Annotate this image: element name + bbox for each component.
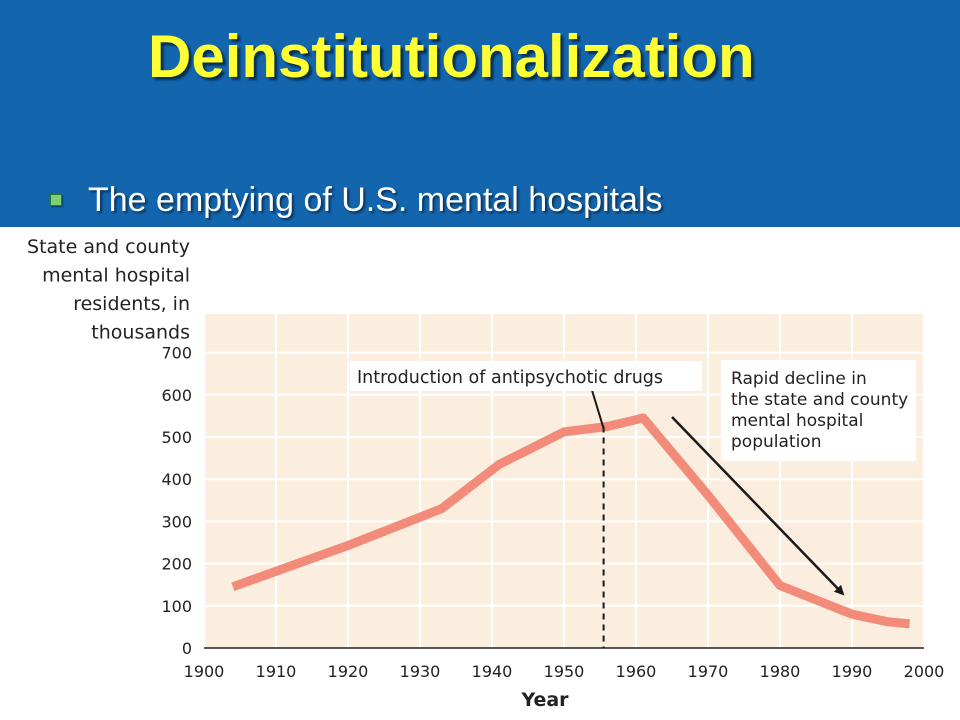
x-tick-label: 1980: [760, 662, 801, 681]
slide-header: Deinstitutionalization The emptying of U…: [0, 0, 960, 227]
data-point: [440, 507, 444, 511]
data-point: [605, 424, 609, 428]
x-tick-label: 1900: [184, 662, 225, 681]
x-tick-label: 1950: [544, 662, 585, 681]
data-point: [908, 622, 912, 626]
x-tick-label: 1960: [616, 662, 657, 681]
data-point: [886, 620, 890, 624]
decline-label-box: [721, 360, 916, 461]
x-tick-label: 1920: [328, 662, 369, 681]
data-point: [346, 543, 350, 547]
drug-intro-label-bg: [350, 361, 702, 391]
y-tick-label: 600: [161, 386, 192, 405]
slide-title: Deinstitutionalization: [148, 23, 755, 90]
data-point: [706, 493, 710, 497]
x-tick-label: 1970: [688, 662, 729, 681]
decline-label-line: Rapid decline in: [731, 369, 867, 389]
data-point: [231, 585, 235, 589]
square-bullet-icon: [50, 194, 62, 206]
bullet-item: The emptying of U.S. mental hospitals: [50, 176, 663, 224]
line-chart: 0 100 200 300 400 500 600 700 1900 1910 1920 1930 19…: [0, 227, 960, 720]
decline-arrow: [671, 416, 845, 596]
data-point: [641, 416, 645, 420]
drug-intro-label: Introduction of antipsychotic drugs: [357, 368, 663, 388]
y-axis-label: thousands: [91, 322, 190, 344]
chart-svg: 0 100 200 300 400 500 600 700 1900 1910 1920 1930 19…: [27, 236, 945, 711]
y-axis-label: residents, in: [73, 293, 190, 315]
y-tick-label: 500: [161, 428, 192, 447]
x-axis-label: Year: [520, 689, 569, 711]
y-tick-label: 200: [161, 555, 192, 574]
y-axis-label: mental hospital: [42, 265, 190, 287]
data-point: [562, 430, 566, 434]
data-point: [497, 462, 501, 466]
data-point: [850, 612, 854, 616]
decline-label-line: mental hospital: [731, 411, 863, 431]
x-tick-label: 1990: [832, 662, 873, 681]
y-tick-label: 700: [161, 344, 192, 363]
x-tick-label: 1930: [400, 662, 441, 681]
y-tick-label: 0: [182, 639, 192, 658]
y-axis-label: State and county: [27, 236, 190, 258]
y-tick-label: 300: [161, 512, 192, 531]
x-tick-label: 1910: [256, 662, 297, 681]
drug-intro-leader-line: [590, 386, 605, 429]
x-tick-label: 1940: [472, 662, 513, 681]
x-tick-label: 2000: [904, 662, 945, 681]
data-point: [778, 584, 782, 588]
series-line: [231, 413, 911, 629]
decline-label-line: the state and county: [731, 390, 908, 410]
decline-label-line: population: [731, 432, 821, 452]
y-tick-label: 100: [161, 597, 192, 616]
y-tick-label: 400: [161, 470, 192, 489]
bullet-text: The emptying of U.S. mental hospitals: [88, 180, 663, 219]
